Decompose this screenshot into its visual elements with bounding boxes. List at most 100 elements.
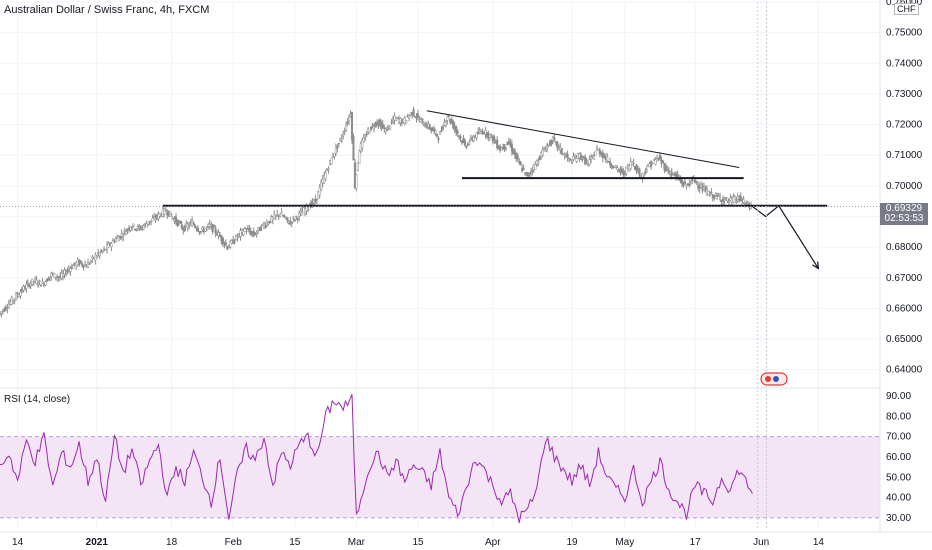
candle-body bbox=[550, 140, 553, 145]
candle-body bbox=[346, 121, 349, 124]
candle-body bbox=[101, 250, 104, 253]
candle-body bbox=[358, 150, 361, 164]
candle-body bbox=[742, 199, 745, 203]
candle-body bbox=[496, 139, 499, 149]
candle-body bbox=[229, 241, 232, 248]
candle-body bbox=[415, 117, 418, 119]
candle-body bbox=[327, 168, 330, 171]
time-tick-label: Apr bbox=[485, 537, 501, 548]
candle-body bbox=[466, 143, 469, 146]
candle-body bbox=[333, 153, 336, 157]
candle-body bbox=[557, 146, 560, 148]
candle-body bbox=[500, 147, 503, 151]
candle-body bbox=[469, 136, 472, 139]
candle-body bbox=[419, 119, 422, 123]
candle-body bbox=[685, 184, 688, 187]
candle-body bbox=[405, 120, 408, 124]
candle-body bbox=[603, 156, 606, 158]
candle-body bbox=[174, 216, 178, 223]
candle-body bbox=[301, 211, 304, 216]
chart-title[interactable]: Australian Dollar / Swiss Franc, 4h, FXC… bbox=[4, 4, 210, 16]
candle-body bbox=[546, 145, 549, 149]
candle-body bbox=[538, 156, 541, 160]
candle-body bbox=[371, 124, 374, 127]
candle-body bbox=[40, 284, 43, 287]
candle-body bbox=[139, 228, 142, 231]
candle-body bbox=[279, 214, 282, 217]
candle-body bbox=[79, 260, 82, 264]
candle-body bbox=[284, 216, 288, 218]
candle-body bbox=[465, 146, 468, 148]
time-axis[interactable]: 14 2021 18 Feb 15 Mar 15 Apr 19 May 17 Jun 14 bbox=[12, 537, 824, 548]
time-tick-label: 17 bbox=[690, 537, 702, 548]
candle-body bbox=[0, 311, 3, 314]
bar-countdown: 02:53:53 bbox=[884, 213, 924, 224]
rsi-tick-label: 90.00 bbox=[886, 391, 911, 402]
candle-body bbox=[680, 179, 684, 184]
candle-body bbox=[598, 150, 601, 155]
time-tick-label: 14 bbox=[813, 537, 825, 548]
candle-body bbox=[287, 223, 290, 225]
candle-body bbox=[19, 291, 22, 297]
price-tick-label: 0.66000 bbox=[886, 303, 923, 314]
candle-body bbox=[654, 159, 657, 165]
candle-body bbox=[180, 224, 183, 229]
candle-body bbox=[340, 138, 343, 141]
candle-body bbox=[594, 151, 597, 156]
candle-body bbox=[456, 130, 459, 135]
candle-body bbox=[240, 228, 244, 233]
candle-body bbox=[683, 181, 686, 185]
currency-badge[interactable]: CHF bbox=[894, 3, 919, 15]
candle-body bbox=[172, 217, 175, 220]
candle-body bbox=[81, 263, 84, 266]
time-tick-label: 15 bbox=[289, 537, 301, 548]
candle-body bbox=[595, 147, 598, 151]
candle-body bbox=[298, 212, 301, 217]
price-tick-label: 0.72000 bbox=[886, 120, 923, 131]
candle-body bbox=[345, 125, 348, 132]
candle-body bbox=[23, 288, 26, 291]
candle-body bbox=[676, 174, 679, 178]
price-tick-label: 0.65000 bbox=[886, 334, 923, 345]
candle-body bbox=[242, 230, 245, 235]
candle-body bbox=[525, 171, 528, 176]
rsi-tick-label: 30.00 bbox=[886, 513, 911, 524]
candle-body bbox=[130, 227, 134, 229]
candle-body bbox=[519, 161, 522, 166]
candle-body bbox=[324, 172, 327, 180]
candle-body bbox=[387, 124, 390, 128]
event-flags[interactable] bbox=[760, 372, 788, 386]
candle-body bbox=[516, 155, 519, 160]
candle-body bbox=[38, 280, 41, 282]
price-tick-label: 0.67000 bbox=[886, 273, 923, 284]
candle-body bbox=[717, 195, 720, 197]
candle-body bbox=[293, 219, 296, 221]
candle-body bbox=[386, 128, 389, 131]
candle-body bbox=[642, 173, 645, 176]
candle-body bbox=[179, 221, 182, 224]
candle-body bbox=[123, 230, 126, 232]
rsi-title[interactable]: RSI (14, close) bbox=[4, 394, 71, 405]
rsi-tick-label: 40.00 bbox=[886, 493, 911, 504]
candle-body bbox=[490, 133, 493, 136]
candle-body bbox=[104, 249, 107, 251]
rsi-axis[interactable]: 90.00 80.00 70.00 60.00 50.00 40.00 30.00 bbox=[886, 391, 911, 524]
candle-body bbox=[152, 216, 156, 218]
candle-body bbox=[390, 121, 393, 123]
candle-body bbox=[342, 134, 345, 137]
candle-body bbox=[414, 116, 417, 118]
last-price-value: 0.69329 bbox=[885, 203, 923, 214]
candle-body bbox=[86, 262, 90, 269]
candle-body bbox=[84, 264, 87, 266]
candle-body bbox=[534, 163, 537, 170]
candle-body bbox=[529, 171, 532, 173]
candle-body bbox=[274, 215, 277, 217]
candle-body bbox=[276, 213, 279, 216]
price-axis[interactable]: 0.760000.750000.740000.730000.720000.710… bbox=[886, 0, 923, 376]
candle-body bbox=[66, 270, 69, 272]
candle-body bbox=[452, 120, 455, 129]
candle-body bbox=[47, 278, 50, 281]
candle-body bbox=[135, 228, 138, 230]
candle-body bbox=[556, 141, 559, 148]
candle-body bbox=[585, 159, 588, 162]
